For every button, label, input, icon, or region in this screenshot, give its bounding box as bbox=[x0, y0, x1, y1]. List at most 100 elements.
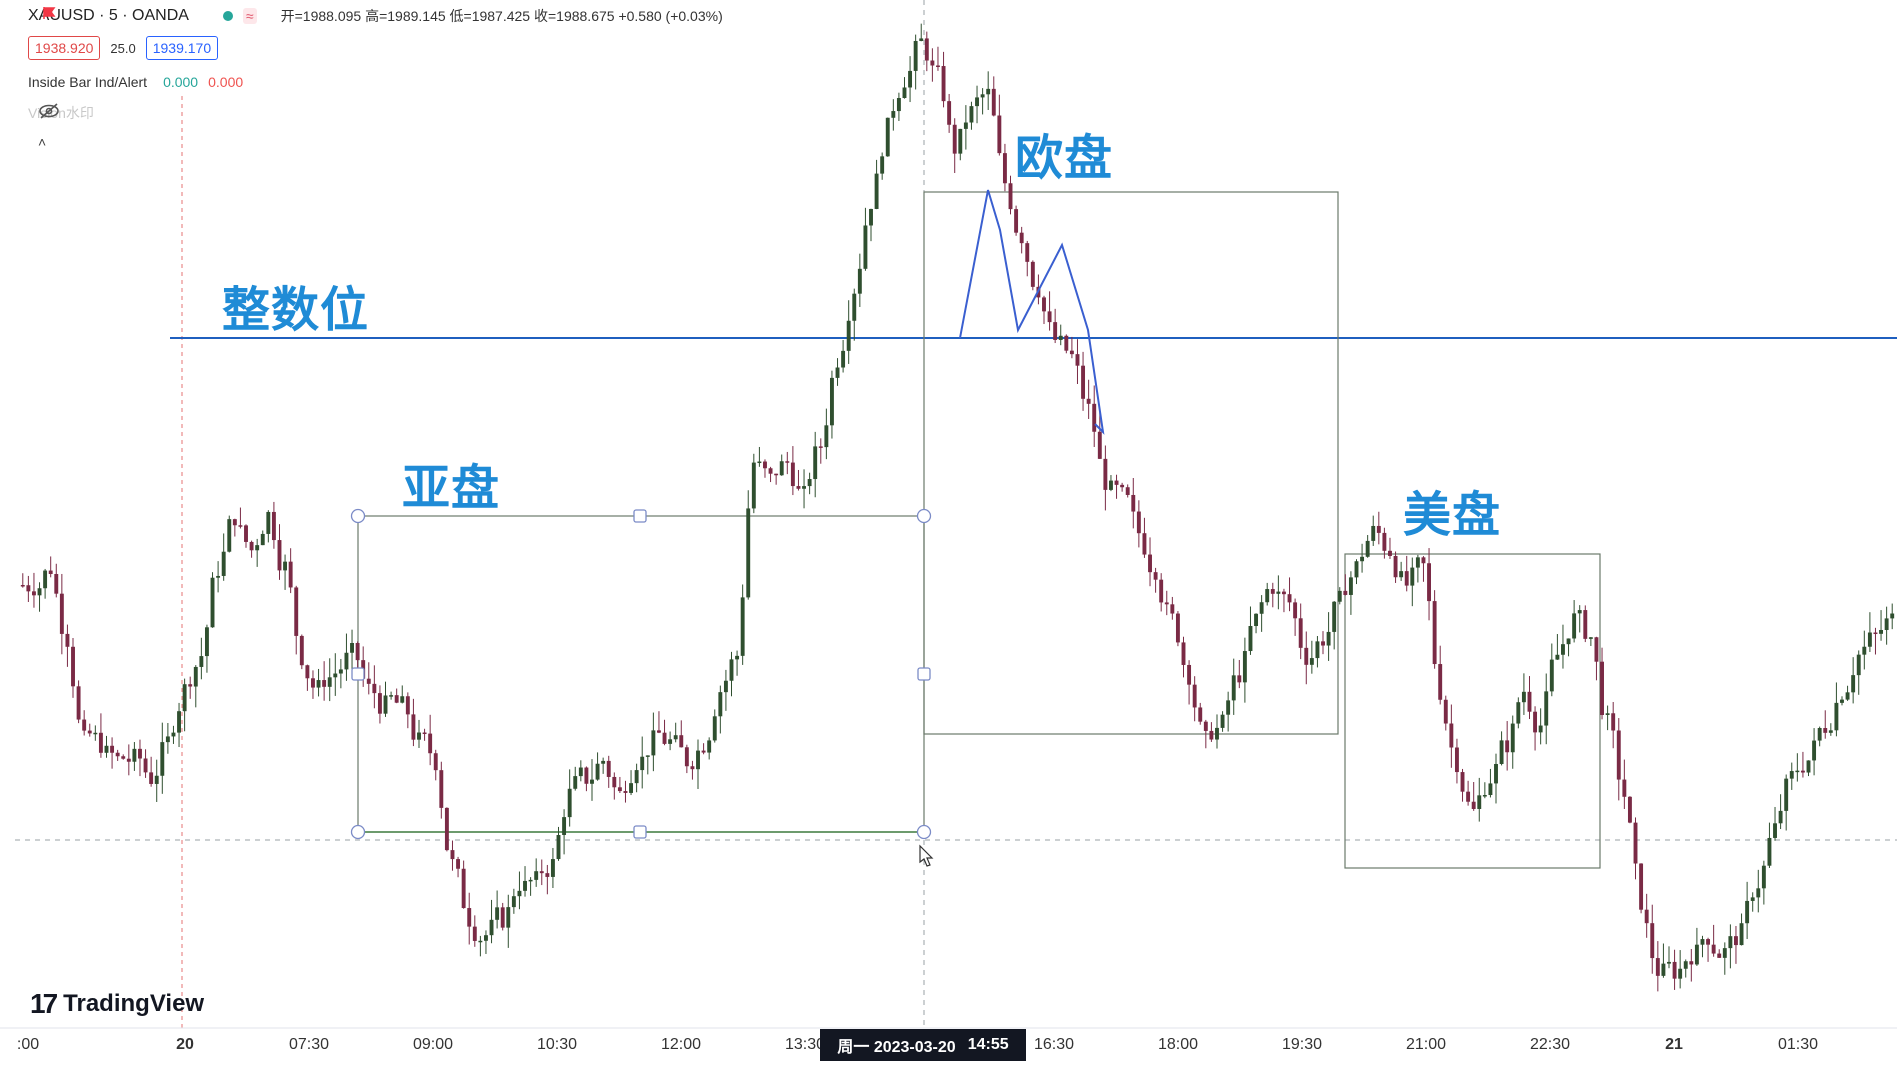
candle-body bbox=[31, 591, 36, 596]
hidden-eye-icon[interactable] bbox=[38, 103, 60, 119]
candle-body bbox=[1745, 900, 1750, 924]
candle-body bbox=[1287, 594, 1292, 603]
candle-body bbox=[1415, 557, 1420, 568]
candle-body bbox=[623, 791, 628, 793]
candle-body bbox=[143, 758, 148, 773]
candle-body bbox=[556, 834, 561, 860]
wave-icon: ≈ bbox=[242, 8, 257, 24]
candle-body bbox=[266, 511, 271, 534]
candle-body bbox=[154, 775, 159, 784]
candle-body bbox=[439, 770, 444, 808]
candle-body bbox=[763, 461, 767, 469]
candle-body bbox=[1064, 335, 1069, 351]
candle-body bbox=[104, 745, 109, 753]
candle-body bbox=[684, 747, 689, 767]
candle-body bbox=[1477, 795, 1482, 809]
candle-body bbox=[1092, 403, 1097, 432]
candle-body bbox=[1784, 778, 1789, 811]
candle-body bbox=[517, 890, 522, 897]
candle-body bbox=[880, 156, 885, 174]
candle-body bbox=[484, 935, 488, 941]
candle-body bbox=[1014, 209, 1019, 233]
candle-body bbox=[20, 585, 25, 587]
candle-body bbox=[595, 763, 600, 780]
candle-body bbox=[612, 776, 617, 788]
tradingview-logo[interactable]: 17 TradingView bbox=[30, 988, 204, 1020]
candle-body bbox=[634, 770, 639, 784]
candle-body bbox=[1142, 533, 1147, 555]
candle-body bbox=[1025, 243, 1030, 262]
candle-body bbox=[277, 540, 282, 571]
bid-price-button[interactable]: 1938.920 bbox=[28, 36, 101, 60]
candle-body bbox=[1616, 730, 1621, 780]
candle-body bbox=[1136, 511, 1141, 534]
watermark-label[interactable]: Vision水印 bbox=[28, 105, 94, 121]
symbol-label[interactable]: XAUUSD · 5 · OANDA bbox=[28, 7, 189, 24]
candle-body bbox=[1644, 909, 1649, 924]
candle-body bbox=[283, 561, 288, 571]
candle-body bbox=[746, 508, 751, 598]
candle-body bbox=[640, 756, 645, 771]
candle-body bbox=[149, 772, 154, 784]
candle-body bbox=[1086, 398, 1091, 404]
candle-body bbox=[1505, 740, 1510, 753]
candle-body bbox=[188, 684, 193, 687]
candle-body bbox=[377, 693, 382, 714]
candle-body bbox=[1594, 637, 1599, 662]
candle-body bbox=[1789, 771, 1794, 779]
candle-body bbox=[1694, 944, 1699, 965]
candle-body bbox=[238, 525, 243, 527]
candle-body bbox=[1806, 760, 1811, 773]
candle-body bbox=[59, 593, 64, 634]
candle-body bbox=[1388, 550, 1392, 556]
candle-body bbox=[947, 101, 952, 125]
candle-body bbox=[796, 486, 801, 489]
indicator-value-2: 0.000 bbox=[208, 74, 244, 90]
indicator-row[interactable]: Inside Bar Ind/Alert 0.000 0.000 bbox=[28, 74, 243, 90]
flag-icon[interactable] bbox=[42, 6, 56, 20]
candle-body bbox=[567, 788, 572, 818]
candle-body bbox=[936, 65, 940, 68]
candle-body bbox=[1873, 632, 1878, 635]
candle-body bbox=[216, 575, 221, 578]
candle-body bbox=[1159, 579, 1164, 603]
candle-body bbox=[249, 541, 254, 551]
watermark-row[interactable]: Vision水印 bbox=[28, 103, 94, 123]
candle-body bbox=[1304, 647, 1309, 665]
ask-price-button[interactable]: 1939.170 bbox=[145, 36, 219, 60]
candle-body bbox=[1661, 963, 1666, 976]
candle-body bbox=[701, 750, 706, 753]
candle-body bbox=[1544, 691, 1549, 726]
candle-body bbox=[422, 732, 427, 735]
round-number-label[interactable]: 整数位 bbox=[222, 284, 370, 337]
candle-body bbox=[500, 907, 505, 928]
candle-body bbox=[1845, 692, 1850, 700]
candle-body bbox=[696, 750, 700, 770]
us-session-label[interactable]: 美盘 bbox=[1403, 489, 1502, 542]
candle-body bbox=[1533, 711, 1538, 733]
time-tick: 01:30 bbox=[1777, 1036, 1819, 1053]
candle-body bbox=[1131, 494, 1136, 512]
candle-body bbox=[37, 588, 42, 596]
resize-handle bbox=[350, 508, 366, 524]
candle-body bbox=[1242, 651, 1247, 683]
candle-body bbox=[874, 173, 879, 209]
candle-body bbox=[450, 850, 455, 860]
asia-session-label[interactable]: 亚盘 bbox=[402, 462, 501, 515]
candle-body bbox=[1042, 297, 1046, 312]
candle-body bbox=[1125, 487, 1130, 495]
indicator-name[interactable]: Inside Bar Ind/Alert bbox=[28, 74, 148, 90]
candle-body bbox=[550, 859, 555, 877]
candle-body bbox=[1069, 350, 1074, 355]
candle-body bbox=[338, 669, 343, 674]
candle-body bbox=[1058, 335, 1063, 340]
candle-body bbox=[271, 511, 276, 541]
candle-body bbox=[930, 60, 935, 66]
collapse-legend-icon[interactable]: ˄ bbox=[38, 134, 47, 150]
europe-session-label[interactable]: 欧盘 bbox=[1015, 132, 1114, 185]
candle-body bbox=[846, 320, 851, 351]
candle-body bbox=[394, 695, 399, 703]
candle-body bbox=[489, 919, 494, 936]
